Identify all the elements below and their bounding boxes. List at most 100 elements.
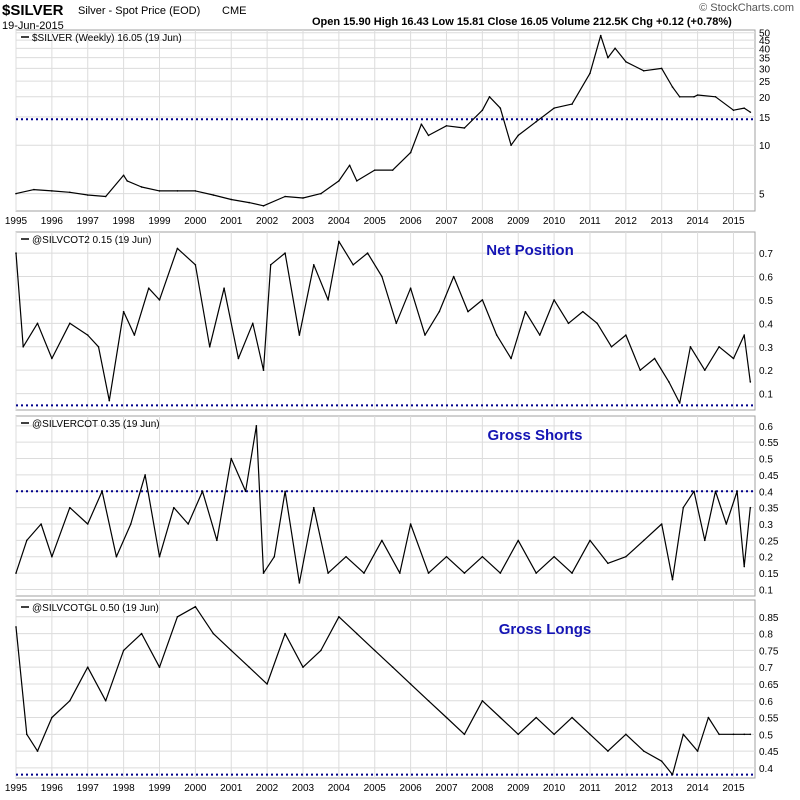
x-tick-label: 1999 xyxy=(148,783,171,794)
data-point xyxy=(173,506,175,509)
y-tick-label: 0.3 xyxy=(759,520,773,531)
data-point xyxy=(201,490,204,493)
y-tick-label: 0.35 xyxy=(759,504,779,515)
data-point xyxy=(86,334,89,336)
x-tick-label: 1998 xyxy=(112,216,135,227)
data-point xyxy=(51,357,53,360)
data-point xyxy=(230,198,233,201)
y-tick-label: 0.75 xyxy=(759,646,779,657)
data-point xyxy=(535,120,537,123)
data-point xyxy=(481,109,484,112)
data-point xyxy=(312,263,315,266)
y-tick-label: 40 xyxy=(759,44,771,55)
data-point xyxy=(144,474,146,476)
data-point xyxy=(445,125,448,127)
data-point xyxy=(312,506,315,509)
data-point xyxy=(208,345,211,348)
data-point xyxy=(682,506,685,509)
data-point xyxy=(399,572,401,574)
data-point xyxy=(510,357,512,360)
data-point xyxy=(707,716,710,719)
data-point xyxy=(15,252,17,254)
data-point xyxy=(732,109,735,112)
data-point xyxy=(660,523,663,525)
data-point xyxy=(248,666,250,668)
data-point xyxy=(495,334,498,336)
data-point xyxy=(693,95,695,98)
data-point xyxy=(625,60,627,63)
panel-4: 0.4 0.45 0.5 0.55 0.6 0.65 0.7 0.75 0.8 0.85 @SILV… xyxy=(5,599,779,794)
data-point xyxy=(363,572,365,574)
x-tick-label: 2011 xyxy=(579,783,601,794)
data-point xyxy=(244,490,247,493)
y-tick-label: 0.3 xyxy=(759,343,773,354)
data-point xyxy=(625,733,627,736)
data-point xyxy=(176,615,179,618)
x-tick-label: 2001 xyxy=(220,216,243,227)
data-point xyxy=(194,263,197,266)
data-point xyxy=(327,299,329,301)
data-point xyxy=(517,134,520,137)
data-point xyxy=(467,310,469,313)
x-tick-label: 2013 xyxy=(651,216,674,227)
data-point xyxy=(642,750,645,752)
data-point xyxy=(553,555,555,558)
data-point xyxy=(122,310,125,313)
data-point xyxy=(22,345,24,348)
panel-annotation: Gross Longs xyxy=(499,621,592,638)
symbol-label: $SILVER xyxy=(2,2,64,19)
panel-frame xyxy=(15,29,756,212)
x-tick-label: 2015 xyxy=(722,783,745,794)
data-point xyxy=(653,357,656,360)
y-tick-label: 50 xyxy=(759,29,771,40)
data-point xyxy=(327,572,329,574)
legend-label: @SILVCOT2 0.15 (19 Jun) xyxy=(32,235,151,246)
legend-label: @SILVERCOT 0.35 (19 Jun) xyxy=(32,419,160,430)
series-line xyxy=(15,425,751,584)
panel-frame xyxy=(15,231,756,411)
y-tick-label: 0.6 xyxy=(759,697,773,708)
data-point xyxy=(571,716,573,719)
data-point xyxy=(481,555,484,558)
data-point xyxy=(101,490,103,493)
x-tick-label: 2000 xyxy=(184,783,207,794)
data-point xyxy=(381,539,383,542)
instrument-name: Silver - Spot Price (EOD) xyxy=(78,5,201,17)
data-point xyxy=(725,523,728,525)
data-point xyxy=(122,174,125,177)
data-point xyxy=(25,539,28,542)
data-point xyxy=(36,750,39,752)
x-tick-label: 2015 xyxy=(722,216,745,227)
data-point xyxy=(625,334,627,336)
y-tick-label: 0.6 xyxy=(759,273,773,284)
x-tick-label: 2006 xyxy=(399,216,422,227)
data-point xyxy=(69,506,71,509)
data-point xyxy=(749,111,752,113)
data-point xyxy=(284,195,286,198)
y-tick-label: 15 xyxy=(759,113,771,124)
data-point xyxy=(212,632,215,635)
data-point xyxy=(338,615,340,618)
data-point xyxy=(302,666,304,668)
data-point xyxy=(194,190,197,192)
data-point xyxy=(553,733,555,736)
data-point xyxy=(463,733,466,736)
panel-3: 0.1 0.15 0.2 0.25 0.3 0.35 0.4 0.45 0.5 0.55 0.6 @S… xyxy=(15,415,779,597)
data-point xyxy=(194,605,197,608)
y-tick-label: 5 xyxy=(759,190,765,201)
data-point xyxy=(284,632,286,635)
data-point xyxy=(15,192,17,195)
data-point xyxy=(104,195,107,198)
x-tick-label: 2005 xyxy=(364,783,387,794)
data-point xyxy=(582,310,584,313)
data-point xyxy=(129,523,132,525)
data-point xyxy=(517,733,520,736)
exchange-label: CME xyxy=(222,5,247,17)
data-point xyxy=(438,310,441,313)
data-point xyxy=(69,322,71,325)
data-point xyxy=(86,194,89,196)
y-tick-label: 0.65 xyxy=(759,680,779,691)
data-point xyxy=(248,201,250,204)
data-point xyxy=(553,299,555,301)
